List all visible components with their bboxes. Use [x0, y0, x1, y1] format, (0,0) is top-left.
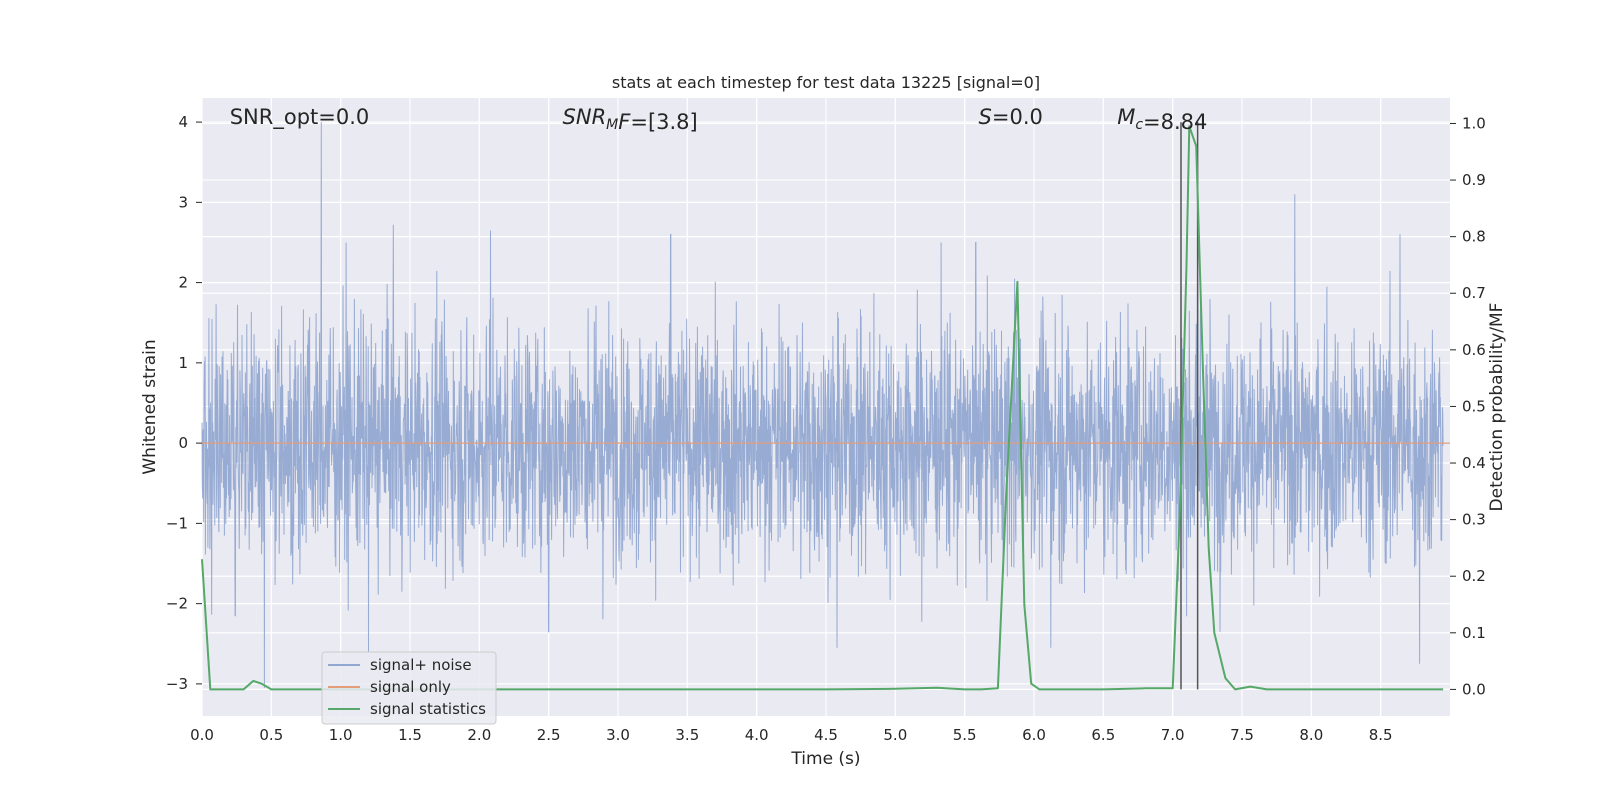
annotation-suffix: F= [618, 110, 648, 134]
y-tick-label: −3 [166, 675, 188, 693]
annotation-text: S=0.0 [979, 105, 1043, 129]
legend-label-signal-only: signal only [370, 678, 451, 696]
y-right-tick-label: 0.2 [1462, 567, 1486, 585]
axes: 0.0 0.5 1.0 1.5 2.0 2.5 3.0 3.5 4.0 4.5 5.0 5.5 6.0 6… [166, 113, 1486, 744]
x-tick-label: 5.0 [883, 726, 907, 744]
legend: signal+ noise signal only signal statist… [321, 651, 497, 725]
y-tick-label: 0 [178, 434, 188, 452]
annotation-text: Mc=8.84 [1117, 105, 1207, 134]
y-tick-label: −2 [166, 595, 188, 613]
y-axis-right-label: Detection probability/MF [1487, 303, 1507, 512]
x-tick-label: 6.5 [1091, 726, 1115, 744]
annotation-symbol: SNR [563, 105, 607, 129]
annotation-suffix: = [992, 105, 1010, 129]
y-right-tick-label: 1.0 [1462, 114, 1486, 132]
y-tick-label: 3 [178, 193, 188, 211]
annotation-value: 0.0 [336, 105, 369, 129]
x-tick-label: 8.0 [1299, 726, 1323, 744]
annotation-suffix: = [1143, 110, 1161, 134]
y-right-tick-label: 0.9 [1462, 171, 1486, 189]
noise-line [201, 122, 1444, 688]
annotation-symbol: S [979, 105, 992, 129]
y-right-tick-label: 0.5 [1462, 397, 1486, 415]
x-tick-label: 6.0 [1022, 726, 1046, 744]
annotation-subscript: M [606, 117, 618, 133]
y-right-tick-label: 0.7 [1462, 284, 1486, 302]
x-tick-label: 7.0 [1161, 726, 1185, 744]
x-tick-label: 3.5 [675, 726, 699, 744]
x-tick-label: 0.5 [259, 726, 283, 744]
annotation-value: 0.0 [1009, 105, 1042, 129]
y-right-tick-label: 0.1 [1462, 624, 1486, 642]
x-tick-label: 1.0 [329, 726, 353, 744]
legend-label-signal-statistics: signal statistics [370, 700, 486, 718]
x-tick-label: 2.0 [467, 726, 491, 744]
y-right-tick-label: 0.6 [1462, 341, 1486, 359]
x-tick-label: 5.5 [953, 726, 977, 744]
series-signal-noise [201, 122, 1444, 688]
series-signal-statistics [201, 125, 1444, 691]
annotation-value: [3.8] [648, 110, 698, 134]
y-tick-label: 4 [178, 113, 188, 131]
signal-statistics-line [201, 125, 1444, 691]
x-tick-label: 1.5 [398, 726, 422, 744]
y-right-tick-label: 0.4 [1462, 454, 1486, 472]
y-right-tick-label: 0.0 [1462, 680, 1486, 698]
annotation-prefix: SNR_opt= [230, 105, 336, 130]
x-tick-label: 4.5 [814, 726, 838, 744]
x-tick-label: 3.0 [606, 726, 630, 744]
x-tick-label: 0.0 [190, 726, 214, 744]
y-tick-label: 1 [178, 354, 188, 372]
y-right-tick-label: 0.8 [1462, 228, 1486, 246]
chart-title: stats at each timestep for test data 132… [612, 73, 1040, 92]
legend-box [321, 651, 497, 725]
annotations: SNR_opt=0.0 SNRMF=[3.8] S=0.0 Mc=8.84 [230, 105, 1208, 134]
y-tick-label: −1 [166, 514, 188, 532]
y-tick-label: 2 [178, 274, 188, 292]
annotation-symbol: M [1117, 105, 1135, 129]
annotation-subscript: c [1135, 117, 1143, 133]
x-axis-label: Time (s) [790, 749, 860, 769]
legend-label-signal-noise: signal+ noise [370, 656, 472, 674]
annotation-text: SNR_opt=0.0 [230, 105, 370, 130]
x-tick-label: 2.5 [537, 726, 561, 744]
x-tick-label: 7.5 [1230, 726, 1254, 744]
annotation-text: SNRMF=[3.8] [563, 105, 698, 134]
y-right-tick-label: 0.3 [1462, 511, 1486, 529]
annotation-value: 8.84 [1161, 110, 1208, 134]
y-axis-label: Whitened strain [140, 339, 160, 474]
x-tick-label: 8.5 [1369, 726, 1393, 744]
x-tick-label: 4.0 [745, 726, 769, 744]
